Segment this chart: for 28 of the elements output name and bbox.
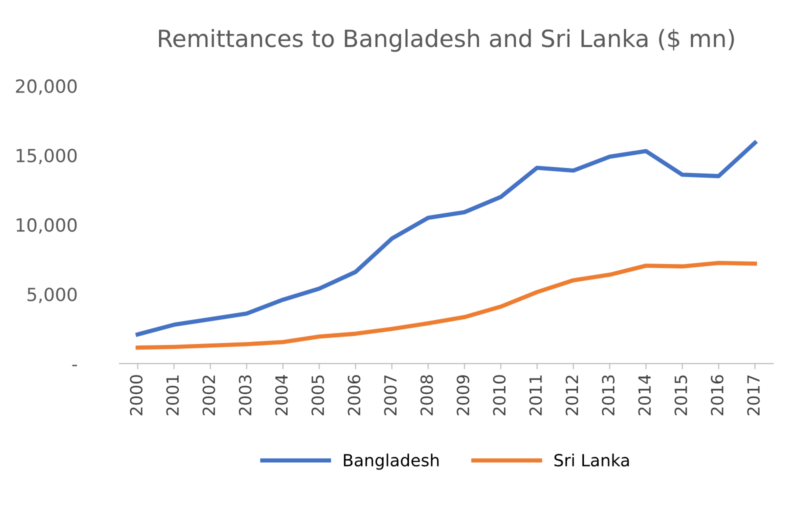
- x-tick-label: 2003: [238, 375, 252, 416]
- x-tick-label: 2012: [566, 376, 578, 416]
- y-tick-label: -: [72, 364, 78, 366]
- x-tick-label: 2009: [456, 375, 470, 416]
- x-tick-label: 2014: [638, 374, 651, 416]
- x-tick-label: 2004: [275, 374, 288, 416]
- y-tick-label: 20,000: [16, 79, 77, 95]
- line-series: [136, 260, 758, 350]
- x-tick-label: 2007: [384, 375, 397, 416]
- x-tick-label: 2013: [602, 375, 615, 416]
- x-tick-label: 2010: [493, 375, 506, 416]
- legend-label: Bangladesh: [344, 454, 439, 470]
- y-tick-label: 15,000: [16, 148, 77, 164]
- y-tick-label: 10,000: [16, 218, 77, 234]
- x-tick-label: 2015: [674, 375, 688, 416]
- x-tick-label: 2005: [311, 375, 324, 416]
- x-tick-label: 2011: [529, 376, 542, 416]
- y-tick-label: 5,000: [28, 288, 77, 304]
- x-tick-label: 2001: [166, 376, 179, 416]
- chart-title: Remittances to Bangladesh and Sri Lanka ($ mn): [159, 29, 734, 52]
- x-tick-label: 2008: [420, 375, 433, 416]
- x-tick-label: 2000: [130, 375, 143, 416]
- legend-label: Sri Lanka: [554, 454, 629, 466]
- x-tick-label: 2002: [202, 376, 216, 416]
- x-tick-label: 2017: [747, 375, 760, 416]
- line-series: [136, 140, 758, 337]
- x-tick-label: 2016: [710, 375, 724, 416]
- x-tick-label: 2006: [348, 375, 360, 416]
